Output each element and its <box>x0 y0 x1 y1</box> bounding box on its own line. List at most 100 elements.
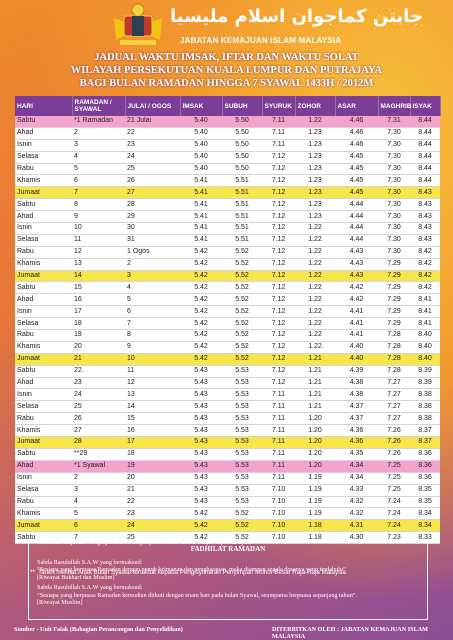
table-cell: 5.51 <box>222 174 262 188</box>
table-cell: 3 <box>125 270 180 283</box>
table-cell: 5.43 <box>180 472 222 485</box>
table-cell: Sabtu <box>15 365 72 378</box>
table-cell: 5.40 <box>180 127 222 140</box>
table-cell: 4 <box>72 151 125 164</box>
table-cell: 8.38 <box>410 400 440 414</box>
table-cell: Isnin <box>15 222 72 235</box>
table-row: Sabtu **29 18 5.43 5.53 7.11 1.20 4.35 7.26 8.36 <box>15 448 440 461</box>
table-cell: 7.12 <box>262 377 295 390</box>
table-cell: 7.30 <box>378 246 410 259</box>
table-cell: 5.42 <box>180 281 222 295</box>
table-cell: 7.12 <box>262 281 295 295</box>
table-cell: 1.22 <box>295 281 335 295</box>
table-cell: 5.52 <box>222 519 262 533</box>
table-row: Jumaat 6 24 5.42 5.52 7.10 1.18 4.31 7.24 8.34 <box>15 519 440 533</box>
table-cell: Jumaat <box>15 353 72 366</box>
table-cell: 25 <box>125 163 180 176</box>
table-cell: 8.40 <box>410 353 440 366</box>
table-cell: 7.29 <box>378 293 410 307</box>
table-cell: 8 <box>72 198 125 212</box>
table-cell: 7.11 <box>262 139 295 152</box>
table-cell: 7.24 <box>378 496 410 509</box>
table-cell: 28 <box>125 198 180 212</box>
table-cell: 18 <box>72 317 125 331</box>
table-cell: Isnin <box>15 305 72 319</box>
table-cell: 5.53 <box>222 400 262 414</box>
hadith-source: [Riwayat Muslim] <box>37 599 83 606</box>
table-cell: 5.41 <box>180 210 222 224</box>
table-row: Jumaat 14 3 5.42 5.52 7.12 1.22 4.43 7.29 8.42 <box>15 270 440 283</box>
table-row: Sabtu 22 11 5.43 5.53 7.12 1.21 4.39 7.28 8.39 <box>15 365 440 378</box>
table-cell: 4.35 <box>335 448 378 461</box>
table-cell: 9 <box>125 341 180 354</box>
table-cell: 17 <box>125 436 180 449</box>
table-cell: 1.22 <box>295 222 335 235</box>
table-cell: 8.43 <box>410 222 440 235</box>
table-cell: Jumaat <box>15 270 72 283</box>
table-cell: 8.44 <box>410 116 440 128</box>
table-cell: 4.31 <box>335 519 378 533</box>
table-cell: 1.21 <box>295 388 335 402</box>
table-cell: 4.40 <box>335 353 378 366</box>
table-row: Jumaat 21 10 5.42 5.52 7.12 1.21 4.40 7.28 8.40 <box>15 353 440 366</box>
footnotes: * Tertakluk kepada Pengisytiharan Penyim… <box>30 518 346 588</box>
table-cell: 4.42 <box>335 281 378 295</box>
table-cell: 5 <box>72 507 125 521</box>
table-cell: 5.52 <box>222 258 262 271</box>
table-cell: 24 <box>72 388 125 402</box>
table-cell: 4.46 <box>335 127 378 140</box>
table-cell: 9 <box>72 210 125 224</box>
table-cell: 4.32 <box>335 496 378 509</box>
table-cell: 4.45 <box>335 174 378 188</box>
table-cell: 5.43 <box>180 377 222 390</box>
table-row: Ahad 23 12 5.43 5.53 7.12 1.21 4.38 7.27 8.39 <box>15 377 440 390</box>
table-cell: 7.30 <box>378 174 410 188</box>
table-cell: 7.12 <box>262 234 295 247</box>
table-cell: 8.43 <box>410 234 440 247</box>
table-cell: 7.11 <box>262 472 295 485</box>
table-cell: Khamis <box>15 258 72 271</box>
table-row: Rabu 12 1 Ogos 5.42 5.52 7.12 1.22 4.43 7.30 8.42 <box>15 246 440 259</box>
table-cell: 8.43 <box>410 210 440 224</box>
table-cell: 5.53 <box>222 365 262 378</box>
table-row: Sabtu 15 4 5.42 5.52 7.12 1.22 4.42 7.29 8.42 <box>15 281 440 295</box>
table-cell: 7.29 <box>378 258 410 271</box>
table-cell: 5.50 <box>222 163 262 176</box>
table-cell: 8.44 <box>410 127 440 140</box>
table-body: Sabtu *1 Ramadan 21 Julai 5.40 5.50 7.11 1.22 4… <box>15 116 440 545</box>
table-cell: 5.52 <box>222 317 262 331</box>
column-header: MAGHRIB <box>378 96 412 116</box>
column-header: ISYAK <box>410 96 441 116</box>
table-cell: 7.30 <box>378 222 410 235</box>
table-cell: 7.28 <box>378 365 410 378</box>
table-cell: 1.19 <box>295 472 335 485</box>
table-cell: 12 <box>125 377 180 390</box>
table-cell: 4.44 <box>335 222 378 235</box>
table-cell: Jumaat <box>15 436 72 449</box>
table-cell: 7.30 <box>378 151 410 164</box>
table-cell: 1.20 <box>295 424 335 438</box>
table-cell: 7.30 <box>378 186 410 200</box>
table-cell: 8.42 <box>410 270 440 283</box>
table-cell: 1.22 <box>295 305 335 319</box>
table-cell: 25 <box>72 400 125 414</box>
table-cell: 1.20 <box>295 436 335 449</box>
table-cell: 5.53 <box>222 388 262 402</box>
table-cell: 7.30 <box>378 210 410 224</box>
table-cell: 4.46 <box>335 116 378 128</box>
table-cell: 4.38 <box>335 377 378 390</box>
table-cell: 7.10 <box>262 519 295 533</box>
table-cell: Rabu <box>15 163 72 176</box>
table-cell: 4.34 <box>335 472 378 485</box>
table-cell: 4.38 <box>335 388 378 402</box>
table-cell: 7.29 <box>378 317 410 331</box>
table-cell: 5.41 <box>180 234 222 247</box>
table-cell: 1.23 <box>295 151 335 164</box>
table-cell: 8.44 <box>410 139 440 152</box>
table-row: Selasa 11 31 5.41 5.51 7.12 1.22 4.44 7.30 8.43 <box>15 234 440 247</box>
table-cell: 13 <box>125 388 180 402</box>
table-cell: 4 <box>125 281 180 295</box>
table-cell: 7.29 <box>378 305 410 319</box>
table-row: Selasa 4 24 5.40 5.50 7.12 1.23 4.45 7.30 8.44 <box>15 151 440 164</box>
table-cell: 5.42 <box>180 305 222 319</box>
